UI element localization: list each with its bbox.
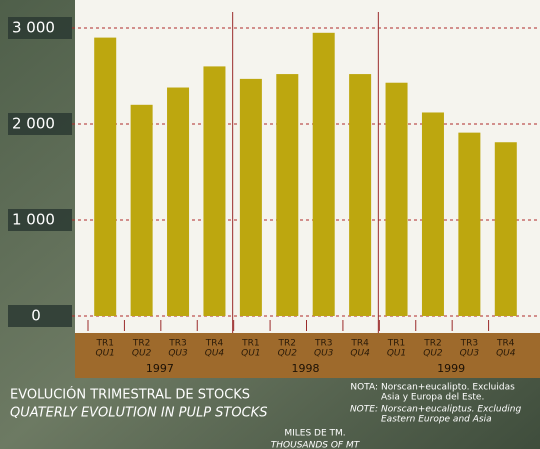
bar (313, 33, 335, 316)
bar (167, 88, 189, 316)
y-tick-label: 1 000 (12, 211, 55, 229)
x-tick-label: TR1 (387, 339, 405, 349)
y-tick-label: 0 (31, 307, 41, 325)
group-label: 1998 (292, 362, 320, 375)
bar (349, 74, 371, 316)
x-tick-label: TR4 (496, 339, 515, 349)
note-label: NOTA: (350, 383, 378, 393)
bar (203, 66, 225, 316)
bar (276, 74, 298, 316)
unit-en: THOUSANDS OF MT (271, 441, 361, 449)
x-tick-label: TR4 (350, 339, 369, 349)
x-tick-label: QU4 (496, 349, 516, 359)
x-tick-label: TR2 (278, 339, 296, 349)
group-label: 1999 (437, 362, 465, 375)
x-tick-label: QU3 (314, 349, 334, 359)
bar (94, 38, 116, 316)
note-label: NOTE: (350, 405, 378, 415)
x-tick-label: TR1 (95, 339, 113, 349)
subtitle: QUATERLY EVOLUTION IN PULP STOCKS (10, 406, 267, 421)
unit-es: MILES DE TM. (284, 429, 345, 439)
x-tick-label: TR3 (168, 339, 186, 349)
y-tick-label: 2 000 (12, 115, 55, 133)
x-tick-label: TR3 (460, 339, 478, 349)
x-tick-label: TR4 (205, 339, 224, 349)
bar (458, 133, 480, 316)
bar (240, 79, 262, 316)
x-tick-label: QU3 (460, 349, 480, 359)
x-tick-label: TR2 (132, 339, 150, 349)
x-tick-label: TR3 (314, 339, 332, 349)
x-tick-label: QU2 (278, 349, 298, 359)
y-tick-label: 3 000 (12, 19, 55, 37)
bar (495, 142, 517, 316)
x-tick-label: QU1 (241, 349, 260, 359)
group-label: 1997 (146, 362, 174, 375)
bar (422, 112, 444, 316)
title: EVOLUCIÓN TRIMESTRAL DE STOCKS (10, 387, 250, 403)
note-line: Eastern Europe and Asia (381, 415, 492, 425)
x-tick-label: QU2 (132, 349, 152, 359)
x-tick-label: QU4 (350, 349, 370, 359)
chart: EVOLUCIÓN TRIMESTRAL DE STOCKS QUATERLY … (0, 0, 540, 449)
x-tick-label: TR1 (241, 339, 259, 349)
note-line: Norscan+eucalipto. Excluidas (381, 383, 515, 393)
x-tick-label: QU1 (387, 349, 406, 359)
bar (131, 105, 153, 316)
x-tick-label: QU2 (423, 349, 443, 359)
x-tick-label: QU4 (205, 349, 225, 359)
bar (386, 83, 408, 316)
note-line: Norscan+eucaliptus. Excluding (381, 405, 521, 415)
x-tick-label: QU1 (96, 349, 115, 359)
note-line: Asia y Europa del Este. (381, 393, 484, 403)
x-tick-label: QU3 (168, 349, 188, 359)
x-tick-label: TR2 (423, 339, 441, 349)
